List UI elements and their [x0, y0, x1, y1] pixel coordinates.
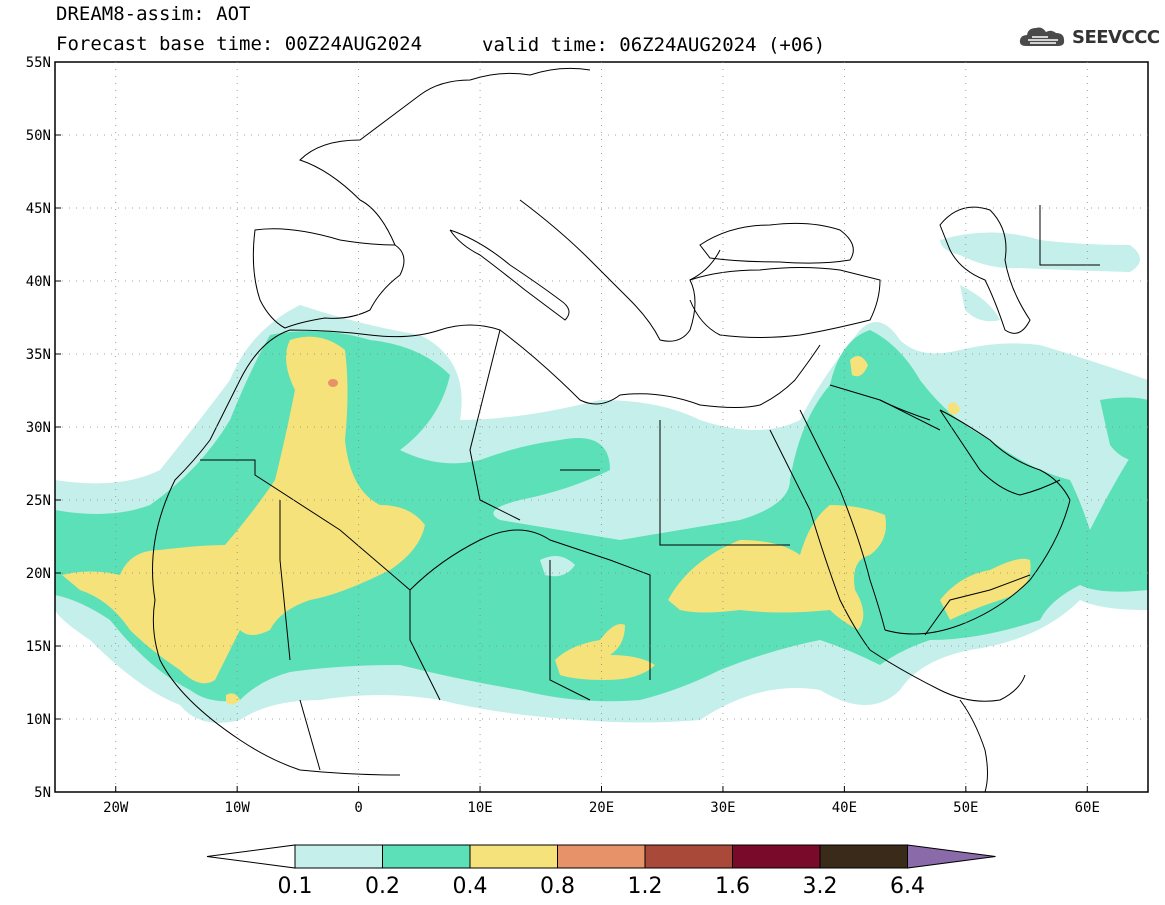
- colorbar-swatch: [557, 844, 646, 869]
- colorbar-swatch: [732, 844, 821, 869]
- lon-label: 10E: [467, 800, 492, 816]
- colorbar-swatch: [819, 844, 908, 869]
- lon-label: 20E: [589, 800, 614, 816]
- map-title: DREAM8-assim: AOT: [56, 3, 251, 25]
- graticule: [55, 61, 1148, 793]
- colorbar: [206, 844, 996, 869]
- seevccc-logo: SEEVCCC: [1018, 24, 1160, 50]
- colorbar-low-arrow: [206, 844, 296, 869]
- colorbar-high-arrow: [907, 844, 996, 869]
- lon-label: 0: [354, 800, 362, 816]
- lon-label: 50E: [953, 800, 978, 816]
- cloud-icon: [1019, 27, 1065, 46]
- colorbar-swatch: [294, 844, 383, 869]
- aot-band-0.4: [62, 336, 1031, 705]
- lat-label: 20N: [26, 566, 51, 582]
- logo-text: SEEVCCC: [1072, 26, 1160, 48]
- colorbar-label: 0.1: [278, 874, 313, 899]
- colorbar-labels: 0.1 0.2 0.4 0.8 1.2 1.6 3.2 6.4: [278, 874, 926, 899]
- colorbar-label: 1.6: [715, 874, 750, 899]
- forecast-base-time: Forecast base time: 00Z24AUG2024: [56, 33, 423, 55]
- colorbar-swatch: [382, 844, 471, 869]
- colorbar-label: 3.2: [803, 874, 838, 899]
- colorbar-swatch: [469, 844, 558, 869]
- colorbar-label: 1.2: [628, 874, 663, 899]
- lon-label: 10W: [225, 800, 251, 816]
- lon-label: 30E: [710, 800, 735, 816]
- lat-label: 10N: [26, 712, 51, 728]
- colorbar-swatch: [644, 844, 733, 869]
- lon-label: 60E: [1075, 800, 1100, 816]
- lon-label: 40E: [832, 800, 857, 816]
- colorbar-label: 6.4: [890, 874, 925, 899]
- lat-label: 15N: [26, 639, 51, 655]
- lat-label: 30N: [26, 420, 51, 436]
- colorbar-label: 0.2: [365, 874, 400, 899]
- aot-band-0.8: [328, 379, 338, 387]
- lat-label: 5N: [34, 785, 51, 801]
- lat-label: 50N: [26, 128, 51, 144]
- longitude-labels: 20W 10W 0 10E 20E 30E 40E 50E 60E: [103, 800, 1100, 816]
- colorbar-label: 0.8: [540, 874, 575, 899]
- valid-time: valid time: 06Z24AUG2024 (+06): [482, 34, 826, 56]
- lon-label: 20W: [103, 800, 129, 816]
- lat-label: 45N: [26, 201, 51, 217]
- lat-label: 25N: [26, 493, 51, 509]
- lat-label: 40N: [26, 274, 51, 290]
- colorbar-label: 0.4: [453, 874, 488, 899]
- aot-field: [55, 67, 1148, 792]
- latitude-labels: 55N 50N 45N 40N 35N 30N 25N 20N 15N 10N 5N: [26, 55, 51, 801]
- lat-label: 35N: [26, 347, 51, 363]
- coastlines: [152, 67, 1100, 792]
- lat-label: 55N: [26, 55, 51, 71]
